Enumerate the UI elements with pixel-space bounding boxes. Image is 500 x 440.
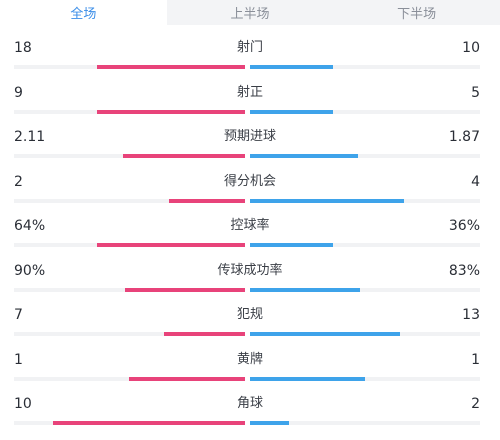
home-bar-track: [14, 376, 245, 381]
home-bar: [169, 198, 245, 203]
away-bar-track: [250, 109, 480, 114]
away-value: 1: [471, 351, 480, 368]
period-tabs: 全场 上半场 下半场: [0, 0, 500, 25]
tab-first-half[interactable]: 上半场: [166, 0, 334, 25]
stat-label: 射正: [236, 84, 263, 100]
home-bar: [125, 287, 245, 292]
home-value: 90%: [14, 262, 46, 279]
home-bar-track: [14, 332, 245, 336]
home-value: 2.11: [14, 129, 46, 145]
stat-label: 预期进球: [223, 129, 276, 144]
home-bar: [123, 154, 245, 158]
home-bar-track: [14, 421, 245, 425]
home-bar-track: [14, 65, 245, 69]
home-value: 64%: [14, 218, 46, 234]
away-bar: [250, 243, 333, 247]
away-bar-track: [250, 65, 480, 69]
home-value: 2: [14, 173, 23, 190]
stat-row: 10 角球 2: [0, 381, 500, 425]
away-bar-track: [250, 376, 480, 381]
away-bar: [250, 332, 400, 336]
home-bar-track: [14, 198, 245, 203]
home-bar: [97, 243, 245, 247]
stat-label: 控球率: [230, 218, 270, 233]
away-value: 83%: [448, 262, 480, 279]
stat-row: 1 黄牌 1: [0, 337, 500, 381]
away-bar: [250, 154, 358, 158]
home-bar: [97, 65, 245, 69]
away-bar-track: [250, 154, 480, 158]
home-value: 9: [14, 84, 23, 101]
home-bar: [129, 376, 245, 381]
away-bar: [250, 109, 333, 114]
stat-row: 18 射门 10: [0, 25, 500, 69]
home-bar-track: [14, 287, 245, 292]
stat-label: 犯规: [236, 307, 263, 322]
home-value: 1: [14, 351, 23, 368]
away-value: 13: [462, 307, 480, 323]
away-value: 5: [471, 84, 480, 101]
stat-row: 7 犯规 13: [0, 292, 500, 336]
home-bar-track: [14, 109, 245, 114]
away-value: 4: [471, 173, 480, 190]
away-bar-track: [250, 332, 480, 336]
home-value: 18: [14, 40, 32, 56]
away-bar: [250, 421, 289, 425]
tab-full-match[interactable]: 全场: [0, 0, 167, 25]
stat-row: 64% 控球率 36%: [0, 203, 500, 247]
away-value: 1.87: [448, 129, 480, 145]
away-bar-track: [250, 421, 480, 425]
stat-row: 2 得分机会 4: [0, 159, 500, 203]
home-bar: [53, 421, 245, 425]
stat-row: 90% 传球成功率 83%: [0, 248, 500, 292]
home-value: 10: [14, 396, 32, 412]
away-bar: [250, 65, 333, 69]
away-bar: [250, 287, 360, 292]
away-value: 36%: [448, 218, 480, 234]
stat-row: 2.11 预期进球 1.87: [0, 114, 500, 158]
away-bar-track: [250, 287, 480, 292]
home-value: 7: [14, 307, 23, 323]
stat-label: 角球: [236, 396, 263, 411]
stat-row: 9 射正 5: [0, 70, 500, 114]
tab-second-half[interactable]: 下半场: [333, 0, 500, 25]
stat-label: 黄牌: [236, 351, 263, 367]
away-bar-track: [250, 198, 480, 203]
stat-label: 射门: [236, 40, 263, 55]
away-bar: [250, 376, 365, 381]
stat-label: 传球成功率: [217, 262, 283, 278]
away-bar-track: [250, 243, 480, 247]
home-bar: [97, 109, 245, 114]
away-bar: [250, 198, 404, 203]
away-value: 2: [471, 396, 480, 412]
stat-label: 得分机会: [223, 173, 276, 189]
away-value: 10: [462, 40, 480, 56]
home-bar: [164, 332, 245, 336]
home-bar-track: [14, 154, 245, 158]
home-bar-track: [14, 243, 245, 247]
